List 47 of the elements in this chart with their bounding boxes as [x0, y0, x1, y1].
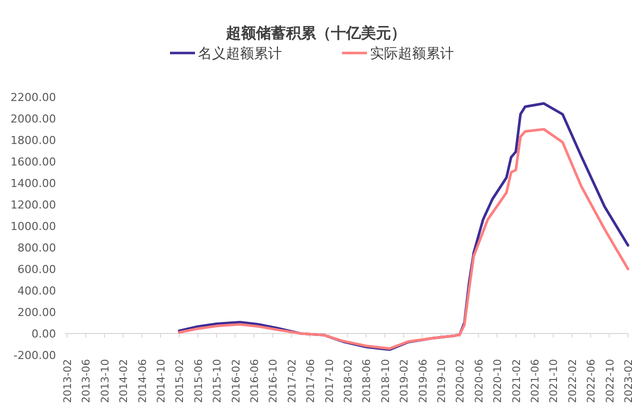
x-tick-label: 2021-10	[548, 359, 560, 403]
x-tick-label: 2018-10	[380, 359, 392, 403]
x-tick-label: 2022-02	[566, 359, 579, 403]
x-tick-label: 2018-02	[342, 359, 354, 403]
x-tick-label: 2016-06	[249, 358, 261, 403]
x-tick-label: 2020-10	[492, 359, 504, 403]
y-tick-label: 1200.00	[10, 198, 56, 212]
x-tick-label: 2014-02	[118, 359, 130, 403]
y-tick-label: 600.00	[18, 263, 56, 276]
x-tick-label: 2020-06	[473, 358, 486, 403]
x-tick-label: 2021-02	[510, 359, 523, 403]
y-tick-label: 1400.00	[10, 177, 56, 190]
x-tick-label: 2016-10	[268, 359, 280, 403]
y-tick-label: 1000.00	[10, 220, 56, 233]
x-tick-label: 2015-02	[174, 359, 186, 403]
y-tick-label: 2200.00	[10, 91, 56, 104]
y-tick-label: 400.00	[18, 284, 56, 298]
x-tick-label: 2017-06	[305, 358, 318, 403]
x-tick-label: 2022-10	[604, 359, 616, 403]
x-tick-label: 2017-02	[286, 359, 298, 403]
x-tick-label: 2016-02	[230, 359, 242, 403]
x-tick-label: 2021-06	[530, 358, 542, 403]
y-tick-label: 0.00	[32, 328, 56, 340]
legend-label: 名义超额累计	[198, 46, 282, 62]
x-tick-label: 2017-10	[324, 359, 336, 403]
x-tick-label: 2019-10	[436, 359, 448, 403]
x-tick-label: 2020-02	[454, 359, 467, 403]
y-tick-label: 200.00	[18, 306, 56, 319]
x-tick-label: 2019-02	[398, 359, 411, 403]
x-tick-label: 2013-02	[62, 359, 74, 403]
y-tick-label: 1600.00	[10, 156, 56, 168]
x-tick-label: 2019-06	[417, 358, 430, 403]
x-tick-label: 2014-10	[156, 359, 168, 403]
x-tick-label: 2022-06	[586, 358, 598, 403]
legend-label: 实际超额累计	[370, 46, 454, 62]
x-tick-label: 2018-06	[361, 358, 374, 403]
y-tick-label: 1800.00	[10, 134, 56, 147]
y-tick-label: 800.00	[18, 242, 56, 254]
x-tick-label: 2023-02	[623, 359, 632, 403]
x-tick-label: 2014-06	[136, 358, 149, 403]
x-tick-label: 2015-10	[212, 359, 224, 403]
x-tick-label: 2013-06	[80, 358, 93, 403]
title: 超额储蓄积累（十亿美元）	[226, 26, 406, 42]
y-tick-label: 2000.00	[10, 112, 56, 126]
y-tick-label: -200.00	[14, 349, 56, 362]
x-tick-label: 2015-06	[192, 358, 205, 403]
x-tick-label: 2013-10	[99, 359, 112, 403]
